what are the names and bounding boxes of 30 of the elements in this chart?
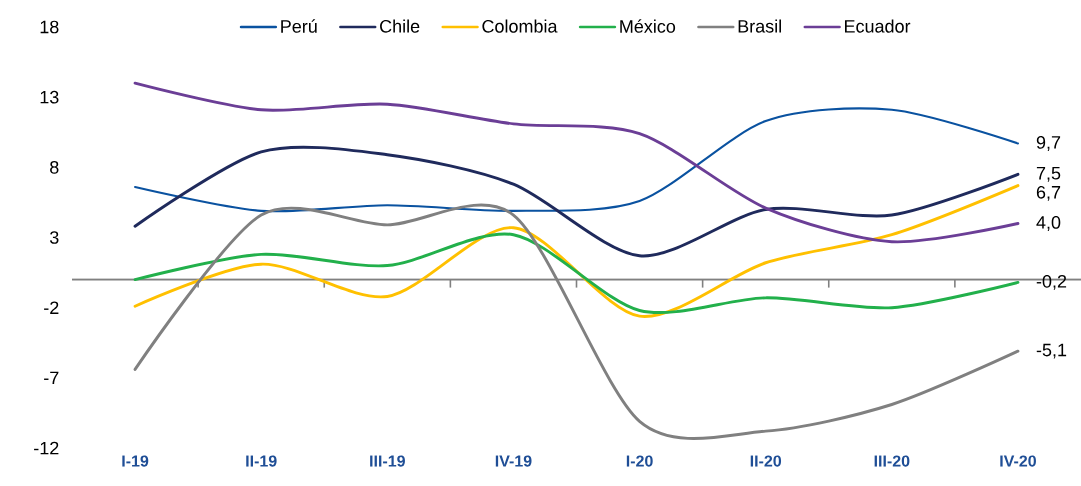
x-tick-label: I-20 xyxy=(626,455,653,467)
legend-label: Chile xyxy=(380,19,420,33)
data-label: -0,2 xyxy=(1036,274,1067,290)
y-tick-label: -2 xyxy=(44,301,59,314)
data-label: 9,7 xyxy=(1036,136,1061,151)
y-tick-label: 18 xyxy=(40,20,59,34)
x-tick-label: II-20 xyxy=(750,455,782,467)
legend-label: Colombia xyxy=(482,19,558,33)
y-tick-label: 8 xyxy=(50,160,59,174)
line-series xyxy=(133,184,1020,318)
y-tick-label: -12 xyxy=(34,441,59,455)
legend-label: Perú xyxy=(281,19,317,33)
x-tick-label: IV-19 xyxy=(495,455,532,467)
x-tick-label: III-20 xyxy=(874,455,910,467)
data-label: 6,7 xyxy=(1036,185,1061,201)
line-series xyxy=(133,107,1020,213)
legend-label: Ecuador xyxy=(845,19,911,33)
data-label: -5,1 xyxy=(1036,343,1067,359)
legend-label: Brasil xyxy=(738,19,781,33)
y-tick-label: -7 xyxy=(44,371,59,385)
x-tick-label: I-19 xyxy=(122,455,149,467)
data-label: 4,0 xyxy=(1036,216,1061,231)
line-series xyxy=(133,81,1020,244)
x-tick-label: II-19 xyxy=(246,455,277,467)
x-tick-label: IV-20 xyxy=(1000,455,1036,467)
data-label: 7,5 xyxy=(1036,167,1061,182)
legend-label: México xyxy=(620,19,676,33)
x-tick-label: III-19 xyxy=(370,455,405,467)
y-tick-label: 13 xyxy=(40,90,59,104)
y-tick-label: 3 xyxy=(49,231,59,244)
